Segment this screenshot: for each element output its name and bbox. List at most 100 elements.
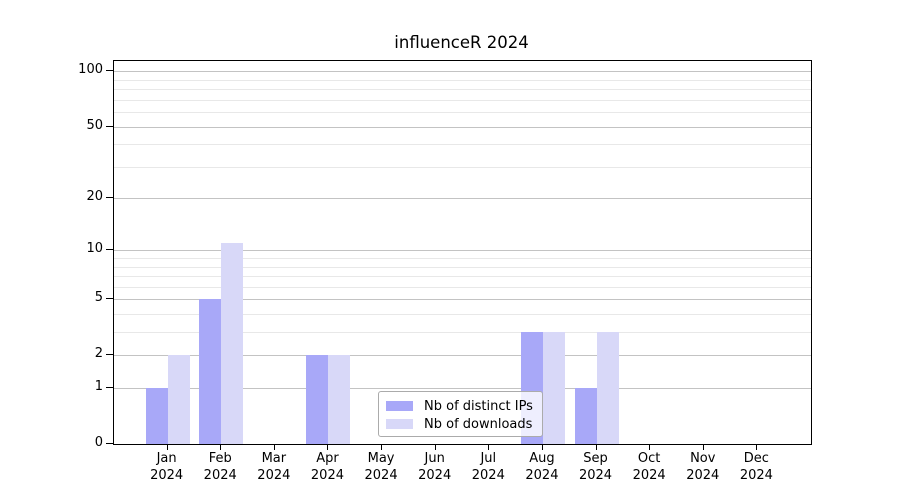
y-axis-tick-label: 1 — [94, 379, 103, 395]
y-axis-tick-label: 5 — [94, 290, 103, 306]
minor-gridline — [114, 112, 811, 114]
minor-gridline — [114, 266, 811, 268]
x-axis-tick — [595, 444, 597, 450]
legend-item-distinct-ips: Nb of distinct IPs — [386, 397, 542, 415]
y-axis-tick-label: 50 — [86, 117, 103, 133]
x-axis-month-label: Aug — [529, 451, 555, 466]
y-axis-tick — [106, 298, 113, 300]
bar-distinct-ips — [199, 299, 222, 444]
x-axis-month-label: Feb — [208, 451, 232, 466]
minor-gridline — [114, 276, 811, 278]
y-axis-tick — [106, 249, 113, 251]
x-axis-month-label: Apr — [316, 451, 339, 466]
bar-downloads — [328, 355, 351, 444]
x-axis-label: Nov 2024 — [671, 450, 735, 484]
major-gridline — [114, 299, 811, 301]
x-axis-year-label: 2024 — [364, 468, 398, 483]
bar-downloads — [596, 332, 619, 444]
y-axis-tick — [106, 70, 113, 72]
legend-swatch-distinct-ips-icon — [386, 401, 413, 411]
legend-swatch-downloads-icon — [386, 419, 413, 429]
x-axis-month-label: May — [367, 451, 395, 466]
x-axis-tick — [756, 444, 758, 450]
legend: Nb of distinct IPs Nb of downloads — [378, 391, 543, 437]
x-axis-label: Jul 2024 — [456, 450, 520, 484]
major-gridline — [114, 388, 811, 390]
x-axis-year-label: 2024 — [471, 468, 505, 483]
x-axis-year-label: 2024 — [418, 468, 452, 483]
x-axis-label: Oct 2024 — [617, 450, 681, 484]
major-gridline — [114, 126, 811, 128]
x-axis-tick — [434, 444, 436, 450]
major-gridline — [114, 250, 811, 252]
x-axis-month-label: Sep — [583, 451, 608, 466]
x-axis-year-label: 2024 — [739, 468, 773, 483]
bar-downloads — [221, 243, 244, 444]
y-axis-tick — [106, 197, 113, 199]
x-axis-tick — [702, 444, 704, 450]
legend-label-downloads: Nb of downloads — [424, 416, 533, 432]
major-gridline — [114, 198, 811, 200]
x-axis-label: May 2024 — [349, 450, 413, 484]
x-axis-year-label: 2024 — [686, 468, 720, 483]
y-axis-tick — [106, 354, 113, 356]
y-axis-tick — [106, 387, 113, 389]
x-axis-label: Mar 2024 — [242, 450, 306, 484]
x-axis-label: Apr 2024 — [295, 450, 359, 484]
x-axis-year-label: 2024 — [203, 468, 237, 483]
minor-gridline — [114, 99, 811, 101]
x-axis-month-label: Jul — [480, 451, 497, 466]
minor-gridline — [114, 286, 811, 288]
x-axis-label: Jun 2024 — [403, 450, 467, 484]
x-axis-month-label: Jan — [156, 451, 177, 466]
bar-distinct-ips — [145, 388, 168, 444]
x-axis-label: Feb 2024 — [188, 450, 252, 484]
bar-distinct-ips — [306, 355, 329, 444]
x-axis-tick — [381, 444, 383, 450]
legend-label-distinct-ips: Nb of distinct IPs — [424, 398, 533, 414]
x-axis-tick — [649, 444, 651, 450]
y-axis-tick-label: 10 — [86, 241, 103, 257]
x-axis-year-label: 2024 — [257, 468, 291, 483]
minor-gridline — [114, 166, 811, 168]
chart-title: influenceR 2024 — [394, 33, 529, 52]
y-axis-tick-label: 0 — [94, 435, 103, 450]
x-axis-tick — [541, 444, 543, 450]
x-axis-month-label: Nov — [690, 451, 716, 466]
legend-item-downloads: Nb of downloads — [386, 415, 542, 433]
bar-distinct-ips — [574, 388, 597, 444]
x-axis-tick — [327, 444, 329, 450]
minor-gridline — [114, 332, 811, 334]
x-axis-label: Sep 2024 — [564, 450, 628, 484]
minor-gridline — [114, 258, 811, 260]
plot-area — [113, 60, 812, 445]
minor-gridline — [114, 144, 811, 146]
y-axis-tick-label: 100 — [78, 62, 103, 78]
x-axis-tick — [166, 444, 168, 450]
y-axis-tick — [106, 443, 113, 444]
x-axis-label: Dec 2024 — [724, 450, 788, 484]
x-axis-year-label: 2024 — [632, 468, 666, 483]
major-gridline — [114, 71, 811, 73]
x-axis-year-label: 2024 — [578, 468, 613, 483]
bar-downloads — [167, 355, 190, 444]
x-axis-year-label: 2024 — [525, 468, 559, 483]
y-axis-tick-label: 20 — [86, 189, 103, 205]
x-axis-month-label: Oct — [637, 451, 661, 466]
major-gridline — [114, 355, 811, 357]
x-axis-year-label: 2024 — [150, 468, 184, 483]
minor-gridline — [114, 314, 811, 316]
y-axis-tick — [106, 125, 113, 127]
x-axis-tick — [488, 444, 490, 450]
x-axis-tick — [273, 444, 275, 450]
bar-downloads — [542, 332, 565, 444]
x-axis-tick — [220, 444, 222, 450]
x-axis-label: Jan 2024 — [135, 450, 199, 484]
x-axis-month-label: Jun — [424, 451, 445, 466]
x-axis-label: Aug 2024 — [510, 450, 574, 484]
minor-gridline — [114, 89, 811, 91]
minor-gridline — [114, 79, 811, 81]
x-axis-month-label: Mar — [261, 451, 287, 466]
x-axis-year-label: 2024 — [310, 468, 344, 483]
